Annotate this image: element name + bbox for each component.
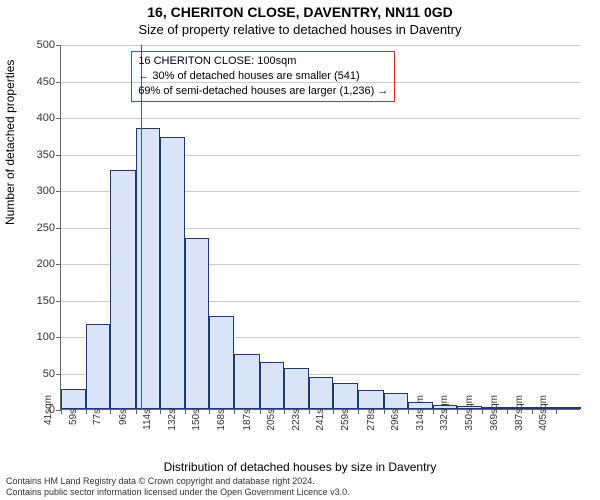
ytick-mark — [56, 45, 61, 46]
ytick-mark — [56, 374, 61, 375]
xtick-mark — [209, 409, 210, 414]
ytick-mark — [56, 82, 61, 83]
histogram-bar — [384, 393, 409, 409]
histogram-bar — [532, 407, 557, 409]
xtick-label: 41sqm — [43, 395, 54, 435]
xtick-mark — [532, 409, 533, 414]
histogram-bar — [110, 170, 136, 409]
histogram-bar — [209, 316, 234, 409]
xtick-mark — [160, 409, 161, 414]
x-axis-label: Distribution of detached houses by size … — [0, 460, 600, 474]
footer-attribution: Contains HM Land Registry data © Crown c… — [6, 476, 350, 498]
callout-line: 16 CHERITON CLOSE: 100sqm — [138, 54, 388, 69]
ytick-label: 200 — [37, 258, 55, 270]
ytick-mark — [56, 228, 61, 229]
xtick-mark — [284, 409, 285, 414]
ytick-label: 100 — [37, 331, 55, 343]
ytick-label: 400 — [37, 112, 55, 124]
xtick-label: 405sqm — [538, 395, 549, 435]
xtick-mark — [358, 409, 359, 414]
histogram-plot: 16 CHERITON CLOSE: 100sqm ← 30% of detac… — [60, 45, 580, 410]
histogram-bar — [160, 137, 185, 409]
gridline — [61, 118, 580, 119]
ytick-mark — [56, 301, 61, 302]
ytick-label: 300 — [37, 185, 55, 197]
xtick-mark — [61, 409, 62, 414]
xtick-mark — [136, 409, 137, 414]
histogram-bar — [309, 377, 334, 409]
callout-line: 69% of semi-detached houses are larger (… — [138, 84, 388, 99]
histogram-bar — [185, 238, 210, 409]
ytick-label: 450 — [37, 76, 55, 88]
xtick-label: 387sqm — [514, 395, 525, 435]
chart-title: 16, CHERITON CLOSE, DAVENTRY, NN11 0GD — [0, 4, 600, 20]
histogram-bar — [260, 362, 285, 409]
callout-line: ← 30% of detached houses are smaller (54… — [138, 69, 388, 84]
ytick-label: 500 — [37, 39, 55, 51]
xtick-mark — [333, 409, 334, 414]
histogram-bar — [333, 383, 358, 409]
histogram-bar — [457, 406, 482, 409]
footer-line: Contains HM Land Registry data © Crown c… — [6, 476, 350, 487]
histogram-bar — [408, 402, 433, 409]
xtick-mark — [384, 409, 385, 414]
xtick-mark — [260, 409, 261, 414]
xtick-mark — [234, 409, 235, 414]
xtick-mark — [408, 409, 409, 414]
footer-line: Contains public sector information licen… — [6, 487, 350, 498]
histogram-bar — [86, 324, 111, 409]
gridline — [61, 45, 580, 46]
histogram-bar — [234, 354, 260, 409]
histogram-bar — [482, 407, 508, 409]
ytick-label: 150 — [37, 295, 55, 307]
chart-subtitle: Size of property relative to detached ho… — [0, 22, 600, 37]
ytick-label: 250 — [37, 222, 55, 234]
ytick-label: 350 — [37, 149, 55, 161]
histogram-bar — [61, 389, 86, 409]
xtick-mark — [110, 409, 111, 414]
xtick-mark — [86, 409, 87, 414]
histogram-bar — [556, 407, 581, 409]
histogram-bar — [433, 405, 458, 409]
ytick-mark — [56, 337, 61, 338]
ytick-mark — [56, 191, 61, 192]
histogram-bar — [358, 390, 384, 409]
ytick-mark — [56, 118, 61, 119]
xtick-label: 369sqm — [489, 395, 500, 435]
xtick-mark — [507, 409, 508, 414]
xtick-label: 350sqm — [464, 395, 475, 435]
reference-callout: 16 CHERITON CLOSE: 100sqm ← 30% of detac… — [131, 51, 395, 102]
y-axis-label: Number of detached properties — [3, 60, 17, 225]
ytick-mark — [56, 155, 61, 156]
xtick-mark — [433, 409, 434, 414]
xtick-mark — [482, 409, 483, 414]
xtick-mark — [457, 409, 458, 414]
histogram-bar — [507, 407, 532, 409]
xtick-mark — [309, 409, 310, 414]
xtick-mark — [556, 409, 557, 414]
xtick-label: 332sqm — [439, 395, 450, 435]
xtick-mark — [185, 409, 186, 414]
histogram-bar — [136, 128, 161, 409]
ytick-mark — [56, 264, 61, 265]
histogram-bar — [284, 368, 309, 409]
ytick-label: 50 — [43, 368, 55, 380]
